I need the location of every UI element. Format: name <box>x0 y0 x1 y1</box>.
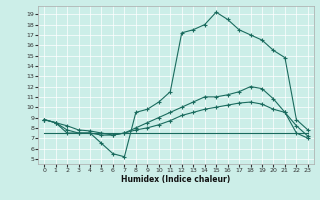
X-axis label: Humidex (Indice chaleur): Humidex (Indice chaleur) <box>121 175 231 184</box>
